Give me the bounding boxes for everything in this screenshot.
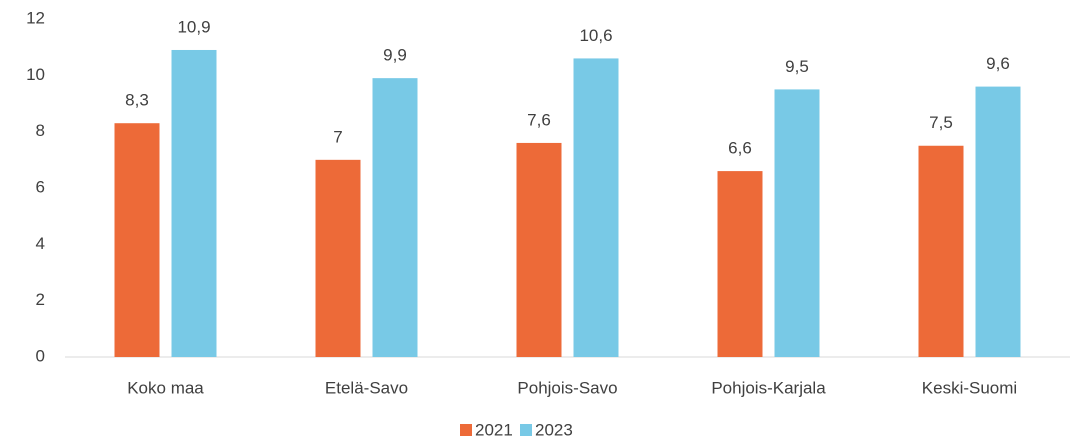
bar <box>516 142 562 357</box>
bar <box>717 171 763 357</box>
data-label: 10,9 <box>177 17 210 36</box>
legend-swatch <box>520 424 532 436</box>
x-tick-label: Pohjois-Karjala <box>711 378 826 397</box>
x-tick-label: Koko maa <box>127 378 204 397</box>
bar <box>171 49 217 357</box>
y-tick-label: 8 <box>36 121 45 140</box>
bar <box>918 145 964 357</box>
data-label: 7,6 <box>527 110 551 129</box>
data-label: 7,5 <box>929 113 953 132</box>
bar <box>573 58 619 357</box>
legend-label: 2021 <box>475 420 513 439</box>
bar <box>315 159 361 357</box>
bar <box>774 89 820 358</box>
data-label: 7 <box>333 127 342 146</box>
legend-swatch <box>460 424 472 436</box>
x-tick-label: Keski-Suomi <box>922 378 1017 397</box>
data-label: 6,6 <box>728 139 752 158</box>
data-label: 9,9 <box>383 46 407 65</box>
y-tick-label: 4 <box>36 234 45 253</box>
bar <box>975 86 1021 357</box>
data-label: 9,5 <box>785 57 809 76</box>
y-tick-label: 6 <box>36 177 45 196</box>
y-tick-label: 0 <box>36 346 45 365</box>
y-tick-label: 12 <box>26 8 45 27</box>
y-tick-label: 2 <box>36 290 45 309</box>
x-tick-label: Etelä-Savo <box>325 378 408 397</box>
y-tick-label: 10 <box>26 65 45 84</box>
bar <box>372 78 418 358</box>
data-label: 10,6 <box>579 26 612 45</box>
legend-label: 2023 <box>535 420 573 439</box>
data-label: 8,3 <box>125 91 149 110</box>
x-tick-label: Pohjois-Savo <box>517 378 617 397</box>
bar <box>114 123 160 357</box>
data-label: 9,6 <box>986 54 1010 73</box>
